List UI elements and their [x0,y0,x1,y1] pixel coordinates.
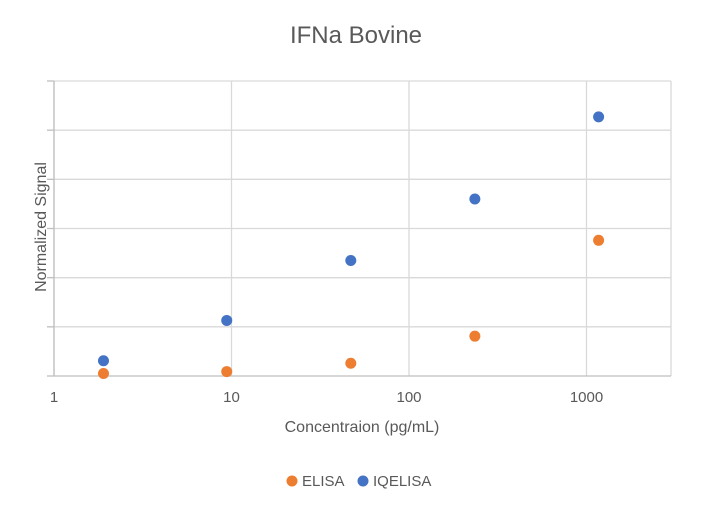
x-axis-title: Concentraion (pg/mL) [285,419,440,436]
grid [53,80,672,376]
data-point [593,111,605,123]
data-point [221,314,233,326]
axes [47,80,671,377]
x-tick-label: 1000 [570,389,603,406]
data-point [221,366,233,378]
legend-item-iqelisa: IQELISA [357,473,431,490]
data-point [97,355,109,367]
data-point [97,368,109,380]
x-tick-label: 10 [223,389,240,406]
x-tick-label: 1 [50,389,58,406]
legend-marker [357,475,369,487]
data-point [345,357,357,369]
legend-label: IQELISA [373,473,431,490]
x-tick-labels: 1 10 100 1000 [50,389,603,406]
data-points [97,111,605,380]
data-point [469,330,481,342]
x-tick-label: 100 [396,389,421,406]
data-point [345,254,357,266]
legend-label: ELISA [302,473,345,490]
series-iqelisa [97,111,605,367]
data-point [593,234,605,246]
series-elisa [97,234,605,380]
legend-marker [286,475,298,487]
data-point [469,193,481,205]
legend-item-elisa: ELISA [286,473,345,490]
chart-title: IFNa Bovine [290,22,422,49]
y-axis-title: Normalized Signal [33,162,50,292]
legend: ELISA IQELISA [286,473,431,490]
